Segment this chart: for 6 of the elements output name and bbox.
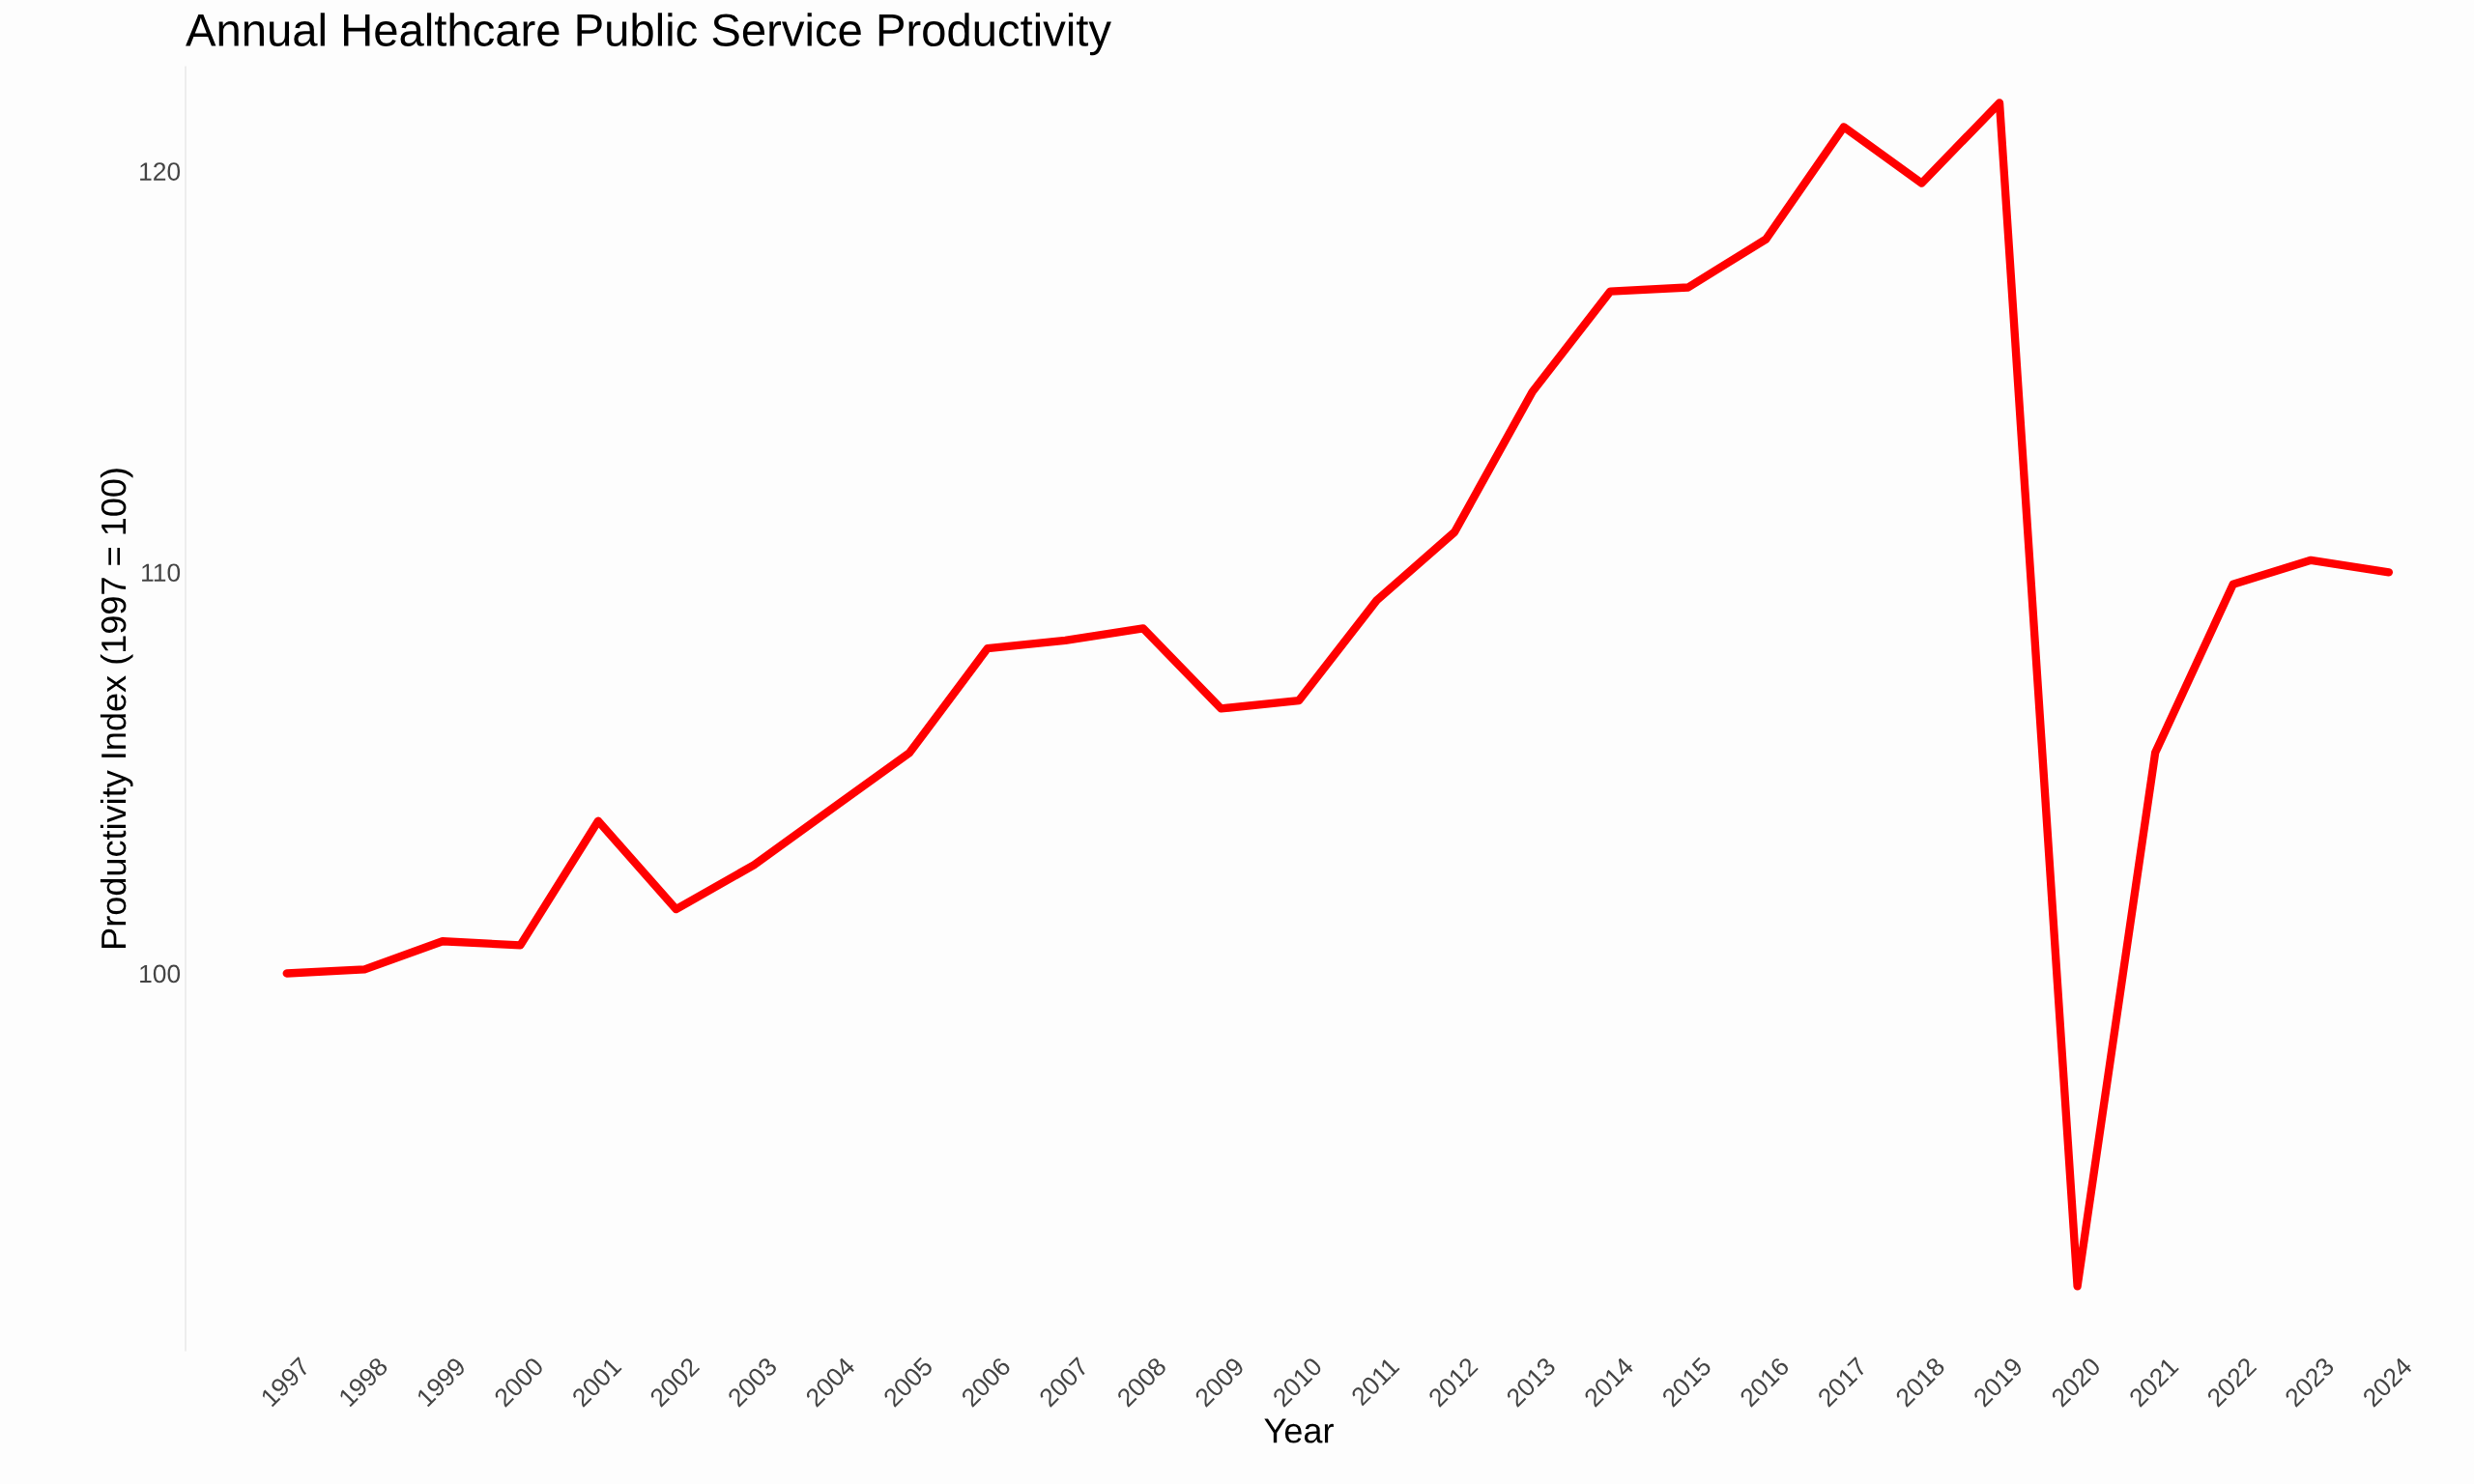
y-axis-title: Productivity Index (1997 = 100) <box>100 469 133 948</box>
y-tick-label: 120 <box>140 162 181 181</box>
y-tick-label: 110 <box>142 563 181 583</box>
x-axis-title: Year <box>1264 1418 1334 1443</box>
y-tick-label: 100 <box>140 964 181 984</box>
chart-title: Annual Healthcare Public Service Productivity <box>186 13 1111 56</box>
